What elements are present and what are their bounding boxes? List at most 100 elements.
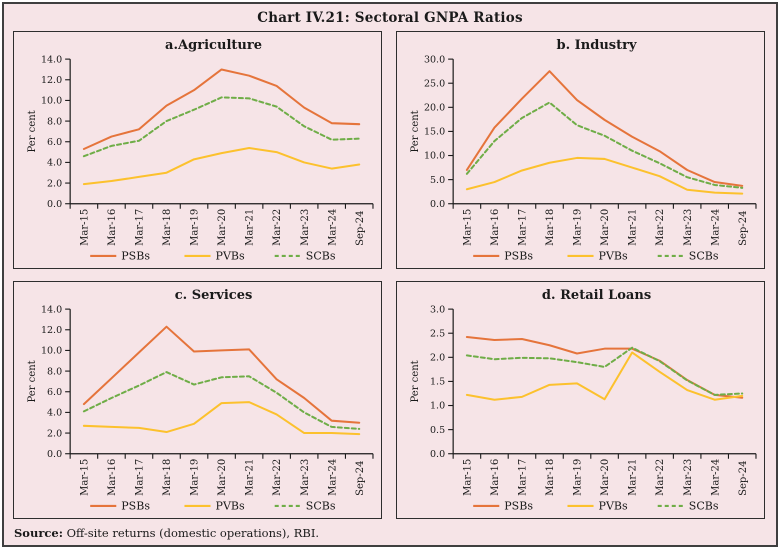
legend-scbs: SCBs	[274, 249, 336, 262]
y-tick-label: 2.0	[47, 428, 62, 439]
legend-pvbs: PVBs	[567, 249, 628, 262]
x-tick-label: Mar-23	[683, 459, 694, 496]
x-tick-label: Mar-15	[463, 209, 474, 246]
services-chart: c. Services 0.0 2.0 4.0 6.0 8.0 10.0 12.0 14.0 Pe…	[27, 288, 374, 512]
x-tick-label: Mar-20	[600, 209, 611, 246]
x-axis: Mar-15 Mar-16 Mar-17 Mar-18 Mar-19 Mar-20 Mar-…	[69, 203, 374, 246]
x-tick-label: Mar-18	[545, 459, 556, 496]
x-tick-label: Sep-24	[355, 211, 366, 246]
y-tick-label: 8.0	[47, 366, 62, 377]
legend: PSBs PVBs SCBs	[473, 249, 719, 262]
x-tick-label: Mar-18	[162, 459, 173, 496]
panel-industry: b. Industry 0.0 5.0 10.0 15.0 20.0 25.0 30.0 Per…	[396, 31, 765, 269]
panel-title: d. Retail Loans	[542, 288, 651, 303]
x-tick-label: Mar-19	[190, 209, 201, 246]
x-tick-label: Mar-22	[655, 209, 666, 246]
panel-title: b. Industry	[557, 38, 638, 53]
legend-psbs: PSBs	[473, 249, 533, 262]
legend-psbs: PSBs	[473, 499, 533, 512]
retail-chart: d. Retail Loans 0.0 0.5 1.0 1.5 2.0 2.5 3.0 Per …	[410, 288, 757, 512]
scbs-line	[82, 371, 361, 430]
y-tick-label: 0.0	[430, 449, 445, 460]
x-tick-label: Mar-16	[490, 209, 501, 246]
x-tick-label: Sep-24	[738, 461, 749, 496]
y-tick-label: 12.0	[41, 75, 62, 86]
y-tick-label: 1.5	[430, 377, 445, 388]
x-tick-label: Mar-19	[573, 209, 584, 246]
x-tick-label: Mar-20	[600, 459, 611, 496]
x-tick-label: Mar-17	[518, 459, 529, 496]
y-tick-label: 3.0	[430, 304, 445, 315]
x-tick-label: Mar-23	[300, 459, 311, 496]
x-tick-label: Mar-22	[272, 459, 283, 496]
y-tick-label: 0.0	[47, 199, 62, 210]
source-label: Source:	[14, 526, 63, 540]
x-tick-label: Mar-16	[107, 459, 118, 496]
legend-scbs-label: SCBs	[306, 249, 336, 262]
legend: PSBs PVBs SCBs	[90, 249, 336, 262]
x-tick-label: Mar-23	[683, 209, 694, 246]
x-tick-label: Mar-21	[628, 209, 639, 246]
y-tick-label: 0.5	[430, 425, 445, 436]
y-tick-label: 2.0	[47, 178, 62, 189]
y-tick-label: 10.0	[41, 96, 62, 107]
legend-psbs-label: PSBs	[504, 499, 533, 512]
scbs-line	[82, 96, 361, 158]
x-tick-label: Mar-19	[573, 459, 584, 496]
pvbs-line	[465, 156, 744, 195]
legend-pvbs-label: PVBs	[216, 499, 245, 512]
x-tick-label: Mar-24	[710, 459, 721, 496]
x-tick-label: Mar-20	[217, 459, 228, 496]
agriculture-chart: a.Agriculture 0.0 2.0 4.0 6.0 8.0 10.0 12.0 14.0…	[27, 38, 374, 262]
x-axis: Mar-15 Mar-16 Mar-17 Mar-18 Mar-19 Mar-20 Mar-…	[69, 453, 374, 496]
legend-psbs: PSBs	[90, 499, 150, 512]
chart-frame: Chart IV.21: Sectoral GNPA Ratios a.Agri…	[2, 2, 778, 547]
y-tick-label: 20.0	[424, 103, 445, 114]
x-tick-label: Mar-22	[272, 209, 283, 246]
y-axis-label: Per cent	[410, 360, 421, 402]
legend-psbs: PSBs	[90, 249, 150, 262]
y-tick-label: 0.0	[47, 449, 62, 460]
x-tick-label: Mar-24	[710, 209, 721, 246]
y-axis-label: Per cent	[27, 110, 38, 152]
scbs-line	[465, 101, 744, 189]
legend-scbs-label: SCBs	[689, 249, 719, 262]
x-tick-label: Mar-18	[545, 209, 556, 246]
legend-scbs: SCBs	[274, 499, 336, 512]
y-tick-label: 1.0	[430, 401, 445, 412]
industry-chart: b. Industry 0.0 5.0 10.0 15.0 20.0 25.0 30.0 Per…	[410, 38, 757, 262]
chart-title: Chart IV.21: Sectoral GNPA Ratios	[257, 10, 523, 26]
y-tick-label: 10.0	[41, 346, 62, 357]
legend-scbs-label: SCBs	[689, 499, 719, 512]
psbs-line	[82, 68, 361, 150]
x-tick-label: Mar-15	[80, 209, 91, 246]
y-tick-label: 30.0	[424, 54, 445, 65]
x-tick-label: Mar-17	[135, 459, 146, 496]
y-tick-label: 5.0	[430, 175, 445, 186]
legend-pvbs-label: PVBs	[216, 249, 245, 262]
panel-title: c. Services	[175, 288, 253, 303]
y-tick-label: 8.0	[47, 116, 62, 127]
x-tick-label: Mar-24	[327, 459, 338, 496]
x-axis: Mar-15 Mar-16 Mar-17 Mar-18 Mar-19 Mar-20 Mar-…	[452, 203, 757, 246]
legend-pvbs-label: PVBs	[599, 249, 628, 262]
pvbs-line	[82, 401, 361, 436]
y-tick-label: 10.0	[424, 151, 445, 162]
pvbs-line	[82, 146, 361, 186]
y-tick-label: 12.0	[41, 325, 62, 336]
panel-services: c. Services 0.0 2.0 4.0 6.0 8.0 10.0 12.0 14.0 Pe…	[13, 281, 382, 519]
x-axis: Mar-15 Mar-16 Mar-17 Mar-18 Mar-19 Mar-20 Mar-…	[452, 453, 757, 496]
y-tick-label: 2.5	[430, 328, 445, 339]
x-tick-label: Mar-24	[327, 209, 338, 246]
y-axis: 0.0 5.0 10.0 15.0 20.0 25.0 30.0	[424, 54, 454, 210]
x-tick-label: Mar-15	[80, 459, 91, 496]
scbs-line	[465, 346, 744, 396]
x-tick-label: Mar-21	[245, 209, 256, 246]
x-tick-label: Sep-24	[355, 461, 366, 496]
y-tick-label: 0.0	[430, 199, 445, 210]
panel-retail: d. Retail Loans 0.0 0.5 1.0 1.5 2.0 2.5 3.0 Per …	[396, 281, 765, 519]
legend-pvbs: PVBs	[184, 499, 245, 512]
x-tick-label: Mar-16	[107, 209, 118, 246]
legend-pvbs-label: PVBs	[599, 499, 628, 512]
legend-psbs-label: PSBs	[504, 249, 533, 262]
